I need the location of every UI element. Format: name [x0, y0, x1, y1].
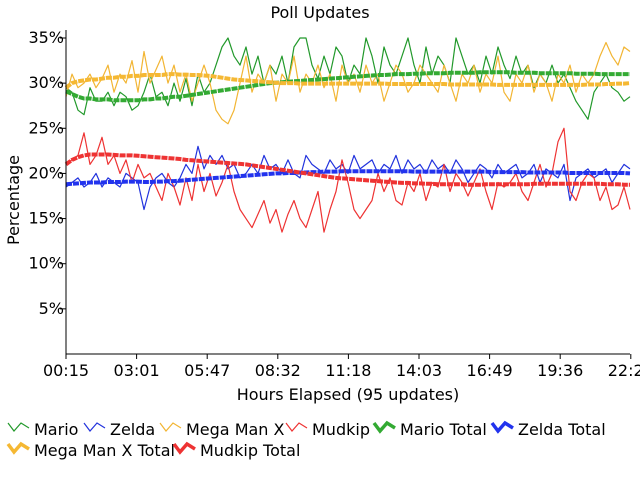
y-tick-label: 15%	[28, 209, 64, 228]
series-line-mudkip-total	[64, 152, 630, 187]
x-axis-ticks: 00:15 03:01 05:47 08:32 11:18 14:03 16:49 19:36…	[43, 354, 640, 380]
series-line-zelda-total	[65, 169, 631, 187]
y-tick-label: 10%	[28, 254, 64, 273]
series-line-mega-man-x-total	[64, 72, 631, 90]
y-tick-label: 25%	[28, 118, 64, 137]
x-tick-label: 03:01	[114, 361, 160, 380]
legend-swatch-mudkip	[285, 422, 308, 432]
x-tick-label: 08:32	[255, 361, 301, 380]
legend-swatch-mario	[7, 422, 30, 432]
y-tick-label: 35%	[28, 28, 64, 47]
y-axis-ticks: 5% 10% 15% 20% 25% 30% 35%	[28, 28, 66, 318]
chart-title: Poll Updates	[270, 3, 369, 22]
legend-swatch-mega-man-x	[159, 422, 182, 432]
legend-label-mudkip-total: Mudkip Total	[200, 441, 300, 460]
y-tick-label: 20%	[28, 163, 64, 182]
x-tick-label: 14:03	[396, 361, 442, 380]
x-tick-label: 11:18	[325, 361, 371, 380]
legend-swatch-zelda-total	[490, 420, 514, 434]
legend-label-zelda-total: Zelda Total	[518, 420, 606, 439]
y-tick-label: 30%	[28, 73, 64, 92]
legend-label-zelda: Zelda	[110, 420, 155, 439]
series-line-zelda	[65, 145, 631, 211]
legend: Mario Zelda Mega Man X Mudkip Mario Total Zel…	[6, 420, 606, 460]
x-tick-label: 22:22	[608, 361, 640, 380]
legend-swatch-mudkip-total	[172, 441, 196, 455]
legend-swatch-mega-man-x-total	[6, 441, 30, 455]
y-axis-label: Percentage	[4, 155, 23, 245]
x-tick-label: 16:49	[467, 361, 513, 380]
series-line-mudkip	[65, 127, 631, 233]
x-tick-label: 05:47	[184, 361, 230, 380]
legend-swatch-mario-total	[372, 420, 396, 434]
x-tick-label: 19:36	[537, 361, 583, 380]
legend-swatch-zelda	[83, 422, 106, 432]
legend-label-mega-man-x-total: Mega Man X Total	[34, 441, 175, 460]
legend-label-mario-total: Mario Total	[400, 420, 487, 439]
x-axis-label: Hours Elapsed (95 updates)	[237, 385, 460, 404]
series-layer	[64, 37, 631, 233]
legend-label-mario: Mario	[34, 420, 78, 439]
legend-label-mudkip: Mudkip	[312, 420, 370, 439]
series-line-mario-total	[65, 70, 630, 103]
y-tick-label: 5%	[39, 299, 64, 318]
x-tick-label: 00:15	[43, 361, 89, 380]
legend-label-mega-man-x: Mega Man X	[186, 420, 285, 439]
